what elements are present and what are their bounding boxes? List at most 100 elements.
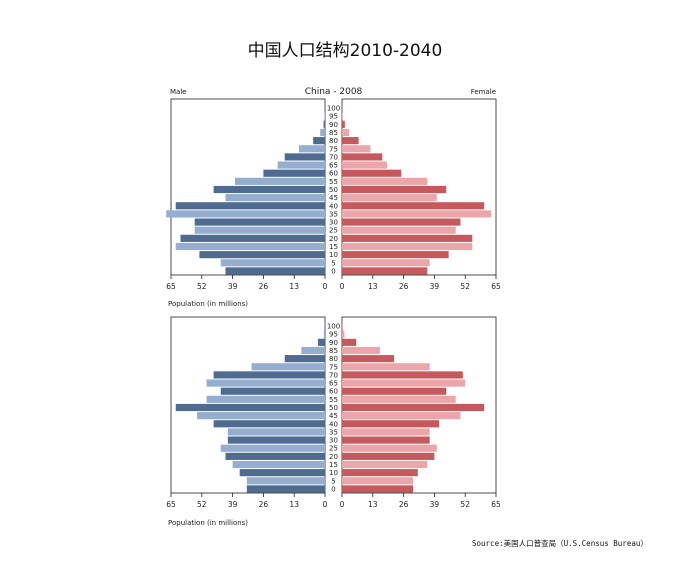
male-bar-age-45	[197, 412, 325, 420]
female-bar-age-80	[342, 137, 359, 145]
female-bar-age-95	[342, 330, 345, 338]
male-bar-age-5	[246, 477, 325, 485]
male-bar-age-20	[180, 234, 325, 242]
age-label: 85	[329, 347, 338, 355]
age-label: 30	[329, 437, 338, 445]
age-label: 55	[329, 396, 338, 404]
female-bar-age-30	[342, 436, 430, 444]
male-bar-age-45	[225, 194, 325, 202]
x-tick-label: 52	[460, 282, 470, 291]
female-bar-age-65	[342, 161, 388, 169]
x-tick-label: 13	[368, 282, 378, 291]
x-tick-label: 39	[228, 500, 238, 509]
age-label: 90	[329, 339, 338, 347]
x-tick-label: 52	[197, 282, 207, 291]
female-bar-age-75	[342, 145, 371, 153]
female-bar-age-15	[342, 460, 428, 469]
female-bar-age-45	[342, 412, 461, 420]
female-label: Female	[471, 88, 496, 96]
x-tick-label: 39	[228, 282, 238, 291]
main-title: 中国人口结构2010-2040	[247, 41, 443, 61]
male-bar-age-85	[320, 128, 325, 137]
male-bar-age-30	[194, 218, 325, 226]
male-bar-age-60	[220, 387, 325, 395]
male-bar-age-70	[213, 371, 325, 379]
x-tick-label: 39	[430, 500, 440, 509]
age-label: 0	[331, 267, 335, 275]
male-bar-age-90	[317, 338, 325, 346]
female-bar-age-55	[342, 395, 456, 403]
age-label: 40	[329, 202, 338, 210]
male-bar-age-60	[263, 169, 325, 177]
male-bar-age-55	[234, 177, 325, 185]
age-label: 45	[329, 194, 338, 202]
female-bar-age-0	[342, 267, 428, 275]
male-bar-age-50	[175, 403, 325, 412]
age-label: 95	[329, 331, 338, 339]
age-label: 70	[329, 153, 338, 161]
female-bar-age-20	[342, 234, 473, 242]
age-label: 35	[329, 210, 338, 218]
male-bar-age-10	[239, 469, 325, 477]
female-bar-age-85	[342, 346, 380, 355]
male-bar-age-95	[323, 330, 325, 338]
x-tick-label: 13	[289, 282, 299, 291]
male-bar-age-0	[246, 485, 325, 493]
x-tick-label: 0	[340, 282, 345, 291]
age-label: 65	[329, 380, 338, 388]
male-bar-age-50	[213, 185, 325, 194]
female-bar-age-95	[342, 112, 343, 120]
female-bar-age-0	[342, 485, 414, 493]
age-label: 60	[329, 170, 338, 178]
male-bar-age-85	[301, 346, 325, 355]
age-label: 25	[329, 445, 338, 453]
age-label: 100	[327, 323, 340, 331]
male-bar-age-75	[298, 145, 325, 153]
male-bar-age-5	[220, 259, 325, 267]
x-tick-label: 26	[259, 500, 269, 509]
female-bar-age-85	[342, 128, 350, 137]
x-tick-label: 13	[289, 500, 299, 509]
male-bar-age-40	[175, 202, 325, 210]
male-bar-age-35	[166, 210, 325, 218]
female-bar-age-75	[342, 363, 430, 371]
male-bar-age-25	[194, 226, 325, 234]
age-label: 25	[329, 227, 338, 235]
age-label: 5	[331, 477, 335, 485]
male-bar-age-25	[220, 444, 325, 452]
x-tick-label: 26	[399, 500, 409, 509]
age-label: 90	[329, 121, 338, 129]
male-bar-age-30	[227, 436, 325, 444]
female-bar-age-10	[342, 251, 449, 259]
age-label: 10	[329, 469, 338, 477]
x-tick-label: 0	[323, 500, 328, 509]
x-tick-label: 13	[368, 500, 378, 509]
female-bar-age-25	[342, 226, 456, 234]
age-label: 0	[331, 485, 335, 493]
age-label: 85	[329, 129, 338, 137]
x-tick-label: 0	[340, 500, 345, 509]
x-tick-label: 39	[430, 282, 440, 291]
age-label: 95	[329, 113, 338, 121]
male-bar-age-10	[199, 251, 325, 259]
source-note: Source:美国人口普查局（U.S.Census Bureau）	[472, 539, 648, 548]
age-label: 65	[329, 162, 338, 170]
x-tick-label: 26	[259, 282, 269, 291]
male-bar-age-70	[284, 153, 325, 161]
x-tick-label: 65	[491, 500, 501, 509]
age-label: 15	[329, 243, 338, 251]
x-axis-label: Population (in millions)	[168, 300, 248, 308]
chart-title: China - 2008	[305, 87, 363, 97]
x-tick-label: 65	[491, 282, 501, 291]
female-bar-age-40	[342, 420, 440, 428]
male-bar-age-0	[225, 267, 325, 275]
female-bar-age-60	[342, 169, 402, 177]
male-bar-age-40	[213, 420, 325, 428]
female-bar-age-45	[342, 194, 437, 202]
female-bar-age-20	[342, 452, 435, 460]
female-bar-age-60	[342, 387, 447, 395]
x-tick-label: 52	[197, 500, 207, 509]
age-label: 15	[329, 461, 338, 469]
female-bar-age-65	[342, 379, 466, 387]
